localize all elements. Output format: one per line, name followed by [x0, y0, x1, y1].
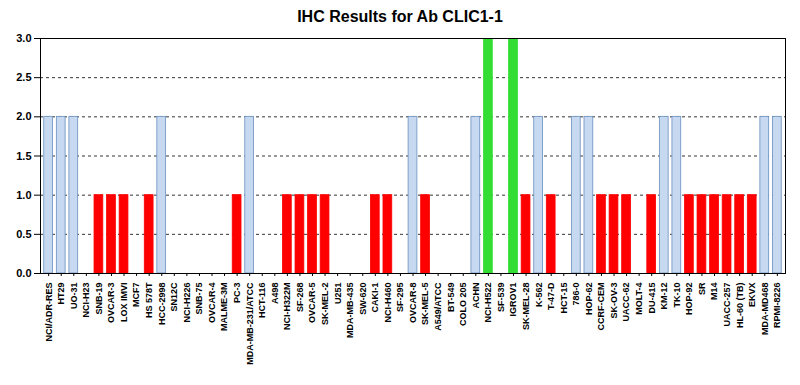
svg-text:UACC-62: UACC-62 [621, 283, 631, 322]
svg-text:MCF7: MCF7 [131, 283, 141, 308]
svg-text:SNB-75: SNB-75 [194, 283, 204, 315]
svg-text:ACHN: ACHN [471, 283, 481, 309]
svg-text:HT29: HT29 [56, 283, 66, 305]
html-text:IHC Results for Ab CLIC1-1: IHC Results for Ab CLIC1-1 [297, 8, 503, 25]
svg-text:1.0: 1.0 [16, 189, 31, 201]
svg-text:SF-268: SF-268 [295, 283, 305, 313]
svg-text:OVCAR-8: OVCAR-8 [408, 283, 418, 324]
svg-text:786-0: 786-0 [571, 283, 581, 306]
svg-text:NCI-H322M: NCI-H322M [282, 283, 292, 331]
svg-text:MALME-3M: MALME-3M [219, 283, 229, 332]
svg-text:NCI-H226: NCI-H226 [182, 283, 192, 323]
svg-text:SR: SR [697, 282, 707, 295]
svg-text:1.5: 1.5 [16, 150, 31, 162]
svg-text:HOP-92: HOP-92 [684, 283, 694, 316]
svg-text:SW-620: SW-620 [358, 283, 368, 315]
svg-text:3.0: 3.0 [16, 32, 31, 44]
svg-text:TK-10: TK-10 [672, 283, 682, 308]
svg-text:CCRF-CEM: CCRF-CEM [596, 283, 606, 331]
svg-text:OVCAR-4: OVCAR-4 [207, 283, 217, 324]
svg-text:A549/ATCC: A549/ATCC [433, 282, 443, 331]
svg-text:OVCAR-3: OVCAR-3 [106, 283, 116, 324]
svg-text:PC-3: PC-3 [232, 283, 242, 304]
svg-text:HL-60 (TB): HL-60 (TB) [735, 283, 745, 329]
svg-text:NCI-H522: NCI-H522 [483, 283, 493, 323]
svg-text:SK-OV-3: SK-OV-3 [609, 283, 619, 319]
svg-text:MDA-MB-435: MDA-MB-435 [345, 283, 355, 339]
svg-text:OVCAR-5: OVCAR-5 [307, 283, 317, 324]
svg-text:BT-549: BT-549 [446, 283, 456, 313]
svg-text:DU-415: DU-415 [647, 283, 657, 314]
svg-text:SNB-19: SNB-19 [94, 283, 104, 315]
svg-text:0.5: 0.5 [16, 228, 31, 240]
svg-text:K-562: K-562 [534, 283, 544, 308]
svg-text:UACC-257: UACC-257 [722, 283, 732, 327]
svg-text:LOX IMVI: LOX IMVI [119, 283, 129, 323]
svg-text:0.0: 0.0 [16, 267, 31, 279]
svg-text:HCT-116: HCT-116 [257, 283, 267, 319]
svg-text:M14: M14 [709, 283, 719, 301]
svg-text:COLO 205: COLO 205 [458, 283, 468, 327]
svg-text:2.5: 2.5 [16, 71, 31, 83]
svg-text:CAKI-1: CAKI-1 [370, 283, 380, 313]
svg-text:IGROV1: IGROV1 [508, 283, 518, 317]
svg-text:NCI-H460: NCI-H460 [383, 283, 393, 323]
svg-text:SK-MEL-5: SK-MEL-5 [420, 283, 430, 326]
svg-text:T-47-D: T-47-D [546, 282, 556, 310]
svg-text:SK-MEL-28: SK-MEL-28 [521, 283, 531, 331]
svg-text:A498: A498 [270, 283, 280, 305]
svg-text:MOLT-4: MOLT-4 [634, 283, 644, 315]
svg-text:MDA-MB-231/ATCC: MDA-MB-231/ATCC [245, 282, 255, 365]
svg-text:EKVX: EKVX [747, 283, 757, 308]
svg-text:SF-295: SF-295 [395, 283, 405, 313]
svg-text:HCT-15: HCT-15 [559, 283, 569, 314]
svg-text:SF-539: SF-539 [496, 283, 506, 313]
svg-text:HCC-2998: HCC-2998 [157, 283, 167, 326]
svg-text:RPMI-8226: RPMI-8226 [772, 283, 782, 329]
svg-text:HOP-62: HOP-62 [584, 283, 594, 316]
svg-text:KM-12: KM-12 [659, 283, 669, 310]
svg-text:U251: U251 [333, 283, 343, 305]
svg-text:MDA-MD468: MDA-MD468 [760, 283, 770, 336]
svg-text:UO-31: UO-31 [69, 283, 79, 310]
svg-text:SK-MEL-2: SK-MEL-2 [320, 283, 330, 326]
svg-text:HS 578T: HS 578T [144, 282, 154, 318]
svg-text:NCI-H23: NCI-H23 [81, 283, 91, 318]
svg-text:2.0: 2.0 [16, 110, 31, 122]
svg-text:SN12C: SN12C [169, 282, 179, 312]
svg-text:NCI/ADR-RES: NCI/ADR-RES [44, 283, 54, 342]
